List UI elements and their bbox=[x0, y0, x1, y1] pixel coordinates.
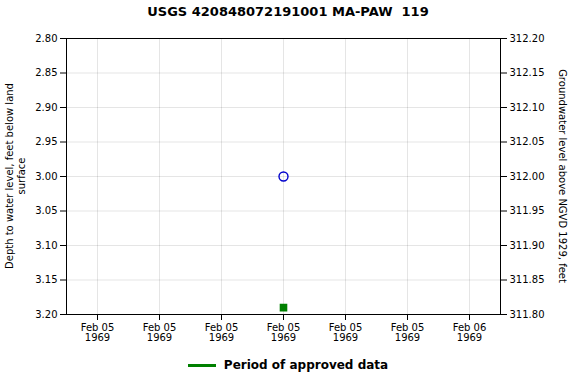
svg-text:311.85: 311.85 bbox=[510, 274, 545, 285]
svg-text:Feb 061969: Feb 061969 bbox=[453, 322, 487, 343]
svg-text:Depth to water level, feet bel: Depth to water level, feet below landsur… bbox=[4, 83, 27, 269]
svg-text:3.00: 3.00 bbox=[35, 171, 57, 182]
svg-text:312.15: 312.15 bbox=[510, 67, 545, 78]
html-text:Period of approved data: Period of approved data bbox=[223, 358, 389, 372]
svg-text:2.90: 2.90 bbox=[35, 102, 57, 113]
html-text:USGS 420848072191001 MA-PAW 11: USGS 420848072191001 MA-PAW 119 bbox=[147, 4, 429, 19]
svg-text:312.00: 312.00 bbox=[510, 171, 545, 182]
svg-text:2.85: 2.85 bbox=[35, 67, 57, 78]
svg-text:3.05: 3.05 bbox=[35, 205, 57, 216]
svg-text:Feb 051969: Feb 051969 bbox=[143, 322, 177, 343]
svg-text:311.95: 311.95 bbox=[510, 205, 545, 216]
svg-text:3.10: 3.10 bbox=[35, 240, 57, 251]
svg-text:311.90: 311.90 bbox=[510, 240, 545, 251]
svg-text:Feb 051969: Feb 051969 bbox=[391, 322, 425, 343]
svg-text:Feb 051969: Feb 051969 bbox=[329, 322, 363, 343]
svg-text:2.80: 2.80 bbox=[35, 33, 57, 44]
svg-text:Groundwater level above NGVD 1: Groundwater level above NGVD 1929, feet bbox=[557, 69, 568, 283]
svg-text:312.10: 312.10 bbox=[510, 102, 545, 113]
svg-text:311.80: 311.80 bbox=[510, 309, 545, 320]
svg-text:3.15: 3.15 bbox=[35, 274, 57, 285]
svg-text:Feb 051969: Feb 051969 bbox=[267, 322, 301, 343]
svg-text:Feb 051969: Feb 051969 bbox=[205, 322, 239, 343]
svg-text:312.20: 312.20 bbox=[510, 33, 545, 44]
svg-text:312.05: 312.05 bbox=[510, 136, 545, 147]
svg-text:Feb 051969: Feb 051969 bbox=[81, 322, 115, 343]
svg-text:2.95: 2.95 bbox=[35, 136, 57, 147]
svg-text:3.20: 3.20 bbox=[35, 309, 57, 320]
